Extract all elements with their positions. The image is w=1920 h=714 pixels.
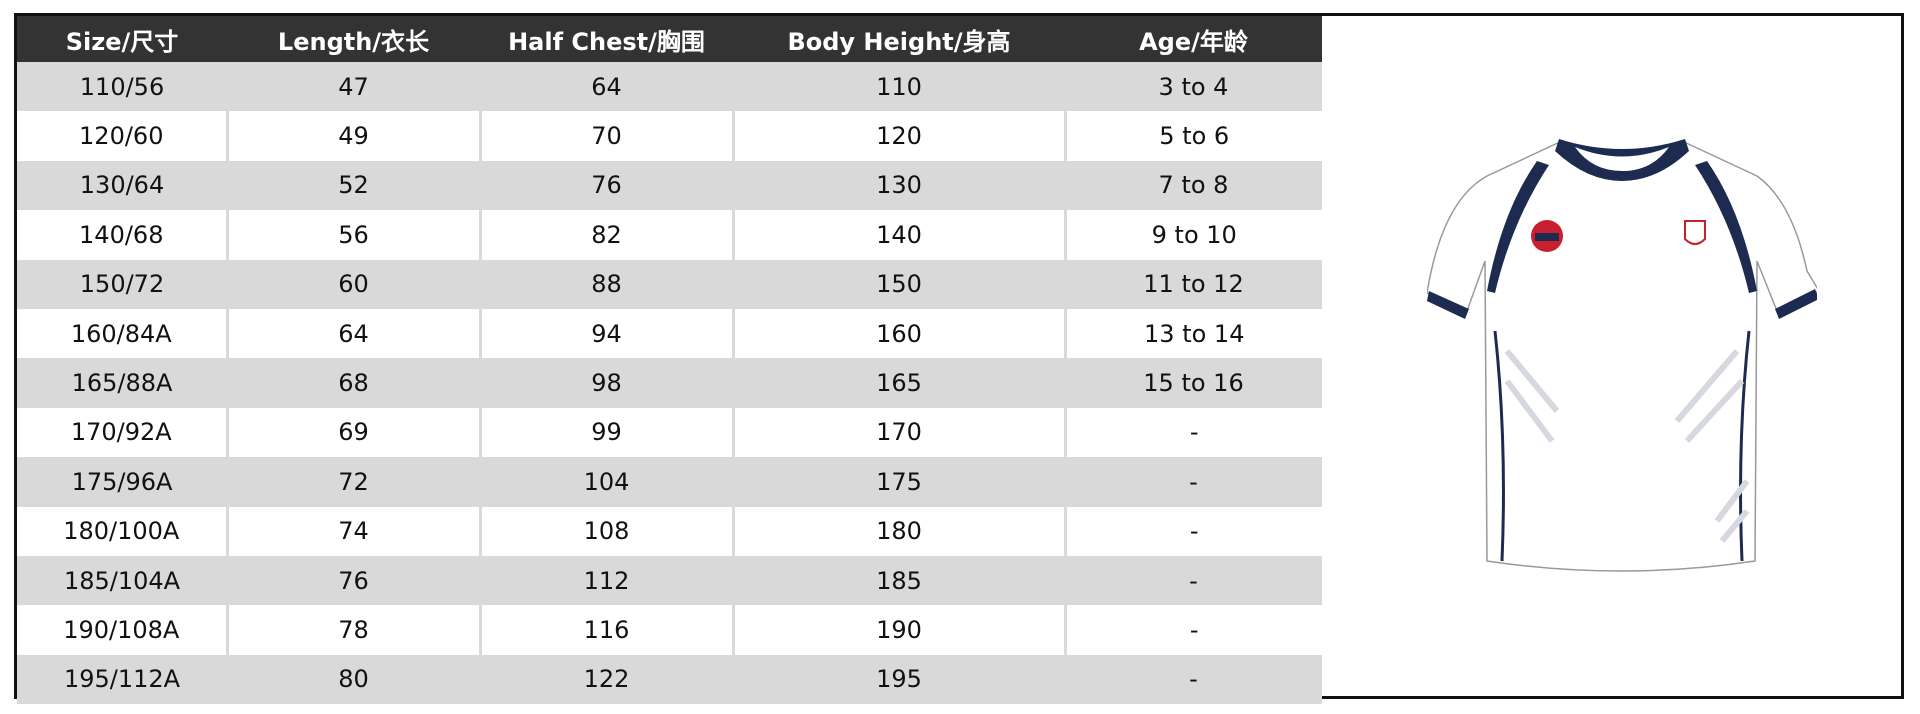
table-cell: - — [1063, 407, 1322, 458]
table-cell: 74 — [225, 506, 480, 556]
table-cell: 150/72 — [17, 259, 227, 309]
table-cell: 195/112A — [17, 654, 227, 705]
table-cell: 190/108A — [17, 605, 227, 655]
table-row: 185/104A 76 112 185- — [17, 555, 1322, 606]
table-cell: 120/60 — [17, 111, 227, 161]
table-cell: 140 — [731, 210, 1065, 260]
table-cell: 9 to 10 — [1063, 210, 1322, 260]
table-cell: 110 — [733, 62, 1065, 112]
table-cell: 76 — [480, 160, 733, 211]
table-cell: 130/64 — [17, 160, 227, 211]
table-cell: 180 — [731, 506, 1065, 556]
table-cell: 170/92A — [17, 407, 227, 458]
table-cell: - — [1065, 555, 1322, 606]
table-cell: 185/104A — [17, 555, 227, 606]
table-row: 190/108A 78 116 190- — [17, 605, 1322, 655]
table-row: 170/92A 69 99 170- — [17, 407, 1322, 458]
table-cell: 60 — [227, 259, 480, 309]
table-cell: 98 — [480, 358, 733, 408]
table-cell: 70 — [478, 111, 733, 161]
table-cell: 130 — [733, 160, 1065, 211]
table-cell: 69 — [225, 407, 480, 458]
table-row: 150/72 60 88 150 11 to 12 — [17, 259, 1322, 309]
table-cell: 3 to 4 — [1065, 62, 1322, 112]
table-cell: 47 — [227, 62, 480, 112]
table-cell: 7 to 8 — [1065, 160, 1322, 211]
table-cell: 150 — [733, 259, 1065, 309]
table-row: 175/96A 72 104 175- — [17, 457, 1322, 507]
table-cell: 175 — [733, 457, 1065, 507]
table-cell: 165 — [733, 358, 1065, 408]
shirt-illustration — [1427, 139, 1817, 572]
table-cell: 160/84A — [17, 308, 227, 359]
table-cell: - — [1063, 605, 1322, 655]
column-header: Size/尺寸 — [17, 16, 227, 62]
table-cell: 180/100A — [17, 506, 227, 556]
table-cell: - — [1063, 506, 1322, 556]
table-cell: 99 — [478, 407, 733, 458]
table-cell: 5 to 6 — [1063, 111, 1322, 161]
table-cell: 185 — [733, 555, 1065, 606]
table-cell: 52 — [227, 160, 480, 211]
table-cell: 175/96A — [17, 457, 227, 507]
table-cell: 195 — [733, 654, 1065, 705]
table-row: 130/64 52 76 130 7 to 8 — [17, 160, 1322, 211]
table-cell: - — [1065, 457, 1322, 507]
table-cell: 165/88A — [17, 358, 227, 408]
table-cell: 64 — [225, 308, 480, 359]
column-header: Age/年龄 — [1065, 16, 1322, 62]
table-cell: 64 — [480, 62, 733, 112]
table-cell: 122 — [480, 654, 733, 705]
table-cell: 88 — [480, 259, 733, 309]
table-cell: 116 — [478, 605, 733, 655]
table-row: 195/112A 80 122 195- — [17, 654, 1322, 705]
column-header: Length/衣长 — [227, 16, 480, 62]
table-cell: 56 — [225, 210, 480, 260]
table-cell: 13 to 14 — [1063, 308, 1322, 359]
table-cell: 140/68 — [17, 210, 227, 260]
header-row: Size/尺寸 Length/衣长 Half Chest/胸围 Body Height… — [17, 16, 1322, 62]
table-cell: 190 — [731, 605, 1065, 655]
table-row: 120/60 49 70 120 5 to 6 — [17, 111, 1322, 161]
table-cell: 82 — [478, 210, 733, 260]
table-cell: 49 — [225, 111, 480, 161]
table-row: 180/100A 74 108 180- — [17, 506, 1322, 556]
table-row: 110/56 47 64 110 3 to 4 — [17, 62, 1322, 112]
table-cell: 68 — [227, 358, 480, 408]
table-cell: 78 — [225, 605, 480, 655]
table-cell: 104 — [480, 457, 733, 507]
size-chart: Size/尺寸 Length/衣长 Half Chest/胸围 Body Height… — [14, 13, 1904, 705]
table-cell: 94 — [478, 308, 733, 359]
table-row: 160/84A 64 94 160 13 to 14 — [17, 308, 1322, 359]
table-cell: 11 to 12 — [1065, 259, 1322, 309]
table-cell: 110/56 — [17, 62, 227, 112]
table-cell: 80 — [227, 654, 480, 705]
table-cell: 15 to 16 — [1065, 358, 1322, 408]
size-table: Size/尺寸 Length/衣长 Half Chest/胸围 Body Height… — [17, 16, 1322, 705]
table-cell: 108 — [478, 506, 733, 556]
table-cell: - — [1065, 654, 1322, 705]
table-cell: 72 — [227, 457, 480, 507]
table-row: 140/68 56 82 140 9 to 10 — [17, 210, 1322, 260]
table-cell: 170 — [731, 407, 1065, 458]
column-header: Body Height/身高 — [733, 16, 1065, 62]
table-cell: 160 — [731, 308, 1065, 359]
column-header: Half Chest/胸围 — [480, 16, 733, 62]
table-cell: 112 — [480, 555, 733, 606]
table-cell: 120 — [731, 111, 1065, 161]
table-row: 165/88A 68 98 165 15 to 16 — [17, 358, 1322, 408]
table-cell: 76 — [227, 555, 480, 606]
